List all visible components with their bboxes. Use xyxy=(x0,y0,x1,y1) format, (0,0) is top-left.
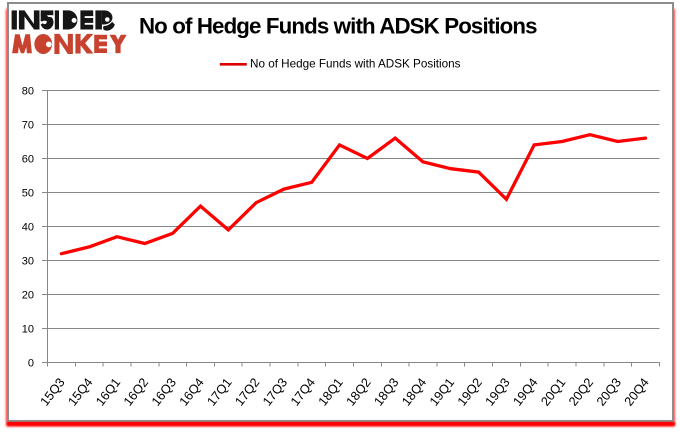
svg-text:70: 70 xyxy=(22,119,34,131)
svg-text:0: 0 xyxy=(28,357,34,369)
svg-text:50: 50 xyxy=(22,187,34,199)
svg-text:40: 40 xyxy=(22,221,34,233)
svg-text:60: 60 xyxy=(22,153,34,165)
svg-text:10: 10 xyxy=(22,323,34,335)
svg-text:30: 30 xyxy=(22,255,34,267)
svg-text:No of Hedge Funds with ADSK Po: No of Hedge Funds with ADSK Positions xyxy=(139,14,537,39)
svg-text:20: 20 xyxy=(22,289,34,301)
svg-text:No of Hedge Funds with ADSK Po: No of Hedge Funds with ADSK Positions xyxy=(250,58,461,71)
svg-text:80: 80 xyxy=(22,85,34,97)
